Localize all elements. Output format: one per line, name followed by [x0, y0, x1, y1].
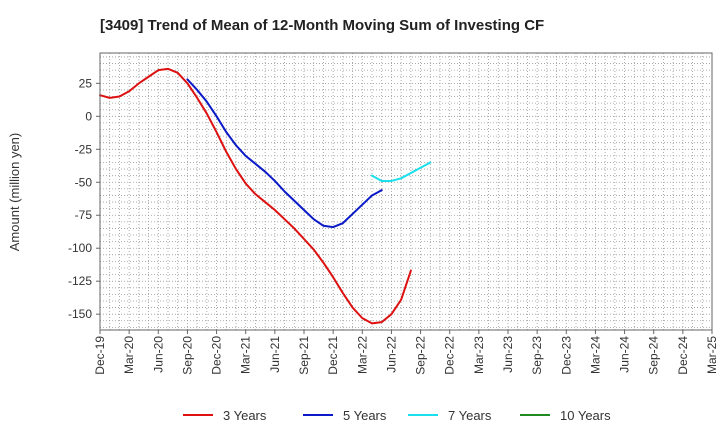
x-tick-label: Dec-21 — [326, 336, 340, 375]
x-tick-label: Sep-23 — [530, 336, 544, 375]
x-tick-label: Jun-22 — [384, 336, 398, 373]
x-tick-label: Sep-21 — [297, 336, 311, 375]
y-tick-label: -150 — [68, 307, 92, 321]
x-tick-label: Mar-24 — [588, 336, 602, 374]
series-line-3-years — [99, 67, 412, 325]
legend-label: 5 Years — [343, 408, 387, 423]
x-tick-label: Mar-23 — [472, 336, 486, 374]
y-tick-label: -50 — [75, 175, 93, 189]
x-axis-ticks: Dec-19 Mar-20 Jun-20 Sep-20 Dec-20 Mar-21 Jun-… — [93, 330, 719, 375]
chart-title: [3409] Trend of Mean of 12-Month Moving … — [100, 17, 544, 34]
series-lines — [99, 67, 432, 325]
x-tick-label: Dec-22 — [443, 336, 457, 375]
y-tick-label: -100 — [68, 241, 92, 255]
x-tick-label: Sep-24 — [647, 336, 661, 375]
legend: 3 Years 5 Years 7 Years 10 Years — [183, 408, 611, 423]
x-tick-label: Mar-20 — [122, 336, 136, 374]
series-line-5-years — [186, 78, 383, 229]
x-tick-label: Dec-19 — [93, 336, 107, 375]
grid — [100, 53, 712, 330]
y-tick-label: 0 — [85, 109, 92, 123]
legend-label: 3 Years — [223, 408, 267, 423]
legend-label: 7 Years — [448, 408, 492, 423]
x-tick-label: Jun-24 — [618, 336, 632, 373]
y-tick-label: -125 — [68, 274, 92, 288]
x-tick-label: Sep-20 — [180, 336, 194, 375]
x-tick-label: Dec-20 — [210, 336, 224, 375]
y-tick-label: -75 — [75, 208, 93, 222]
x-tick-label: Jun-23 — [501, 336, 515, 373]
x-tick-label: Mar-22 — [355, 336, 369, 374]
x-tick-label: Dec-24 — [676, 336, 690, 375]
y-axis-ticks: 25 0 -25 -50 -75 -100 -125 -150 — [68, 76, 100, 321]
y-axis-label: Amount (million yen) — [7, 133, 22, 252]
x-tick-label: Mar-25 — [705, 336, 719, 374]
x-tick-label: Sep-22 — [414, 336, 428, 375]
legend-label: 10 Years — [560, 408, 611, 423]
x-tick-label: Mar-21 — [239, 336, 253, 374]
y-tick-label: 25 — [79, 76, 93, 90]
x-tick-label: Dec-23 — [559, 336, 573, 375]
x-tick-label: Jun-21 — [268, 336, 282, 373]
plot-area-frame — [99, 52, 713, 331]
y-tick-label: -25 — [75, 142, 93, 156]
x-tick-label: Jun-20 — [151, 336, 165, 373]
series-line-7-years — [371, 161, 432, 182]
